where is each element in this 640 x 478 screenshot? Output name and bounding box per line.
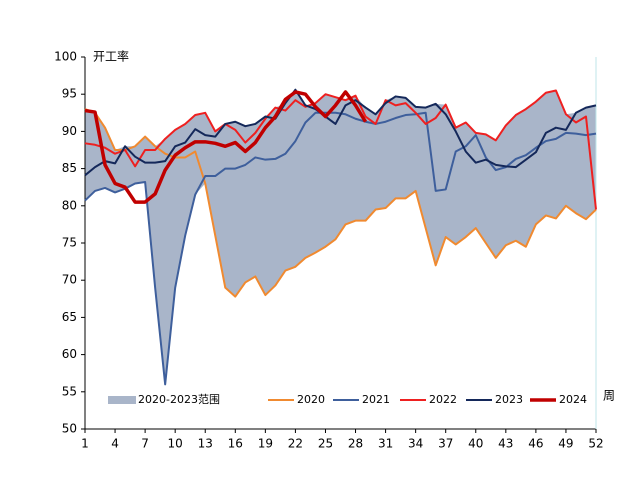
x-tick-label: 7 bbox=[141, 437, 149, 451]
x-tick-label: 1 bbox=[81, 437, 89, 451]
legend-label: 2023 bbox=[495, 393, 523, 406]
series-line bbox=[84, 90, 368, 204]
x-tick-label: 25 bbox=[318, 437, 333, 451]
x-tick-label: 49 bbox=[558, 437, 573, 451]
series-line bbox=[84, 108, 597, 298]
y-tick-label: 50 bbox=[62, 422, 77, 436]
y-tick-label: 70 bbox=[62, 273, 77, 287]
x-tick-label: 46 bbox=[528, 437, 543, 451]
y-tick-label: 60 bbox=[62, 347, 77, 361]
legend-label: 2021 bbox=[362, 393, 390, 406]
legend-swatch bbox=[108, 396, 136, 404]
range-band bbox=[85, 89, 596, 385]
x-tick-label: 16 bbox=[228, 437, 243, 451]
y-tick-label: 100 bbox=[54, 50, 77, 64]
legend-label: 2024 bbox=[559, 393, 587, 406]
legend-label: 2020 bbox=[297, 393, 325, 406]
y-tick-label: 75 bbox=[62, 236, 77, 250]
x-tick-label: 19 bbox=[258, 437, 273, 451]
y-axis-label: 开工率 bbox=[93, 49, 129, 64]
y-tick-label: 55 bbox=[62, 384, 77, 398]
x-tick-label: 37 bbox=[438, 437, 453, 451]
y-tick-label: 65 bbox=[62, 310, 77, 324]
x-tick-label: 31 bbox=[378, 437, 393, 451]
y-tick-label: 85 bbox=[62, 161, 77, 175]
x-tick-label: 10 bbox=[168, 437, 183, 451]
x-tick-label: 52 bbox=[588, 437, 603, 451]
y-tick-label: 90 bbox=[62, 124, 77, 138]
x-tick-label: 43 bbox=[498, 437, 513, 451]
legend-label: 2020-2023范围 bbox=[138, 392, 220, 406]
x-tick-label: 34 bbox=[408, 437, 423, 451]
x-tick-label: 22 bbox=[288, 437, 303, 451]
y-tick-label: 95 bbox=[62, 87, 77, 101]
x-tick-label: 40 bbox=[468, 437, 483, 451]
x-tick-label: 28 bbox=[348, 437, 363, 451]
legend-label: 2022 bbox=[429, 393, 457, 406]
y-tick-label: 80 bbox=[62, 198, 77, 212]
x-tick-label: 4 bbox=[111, 437, 119, 451]
series-line bbox=[84, 88, 597, 177]
x-tick-label: 13 bbox=[198, 437, 213, 451]
x-axis-label: 周 bbox=[603, 389, 615, 403]
